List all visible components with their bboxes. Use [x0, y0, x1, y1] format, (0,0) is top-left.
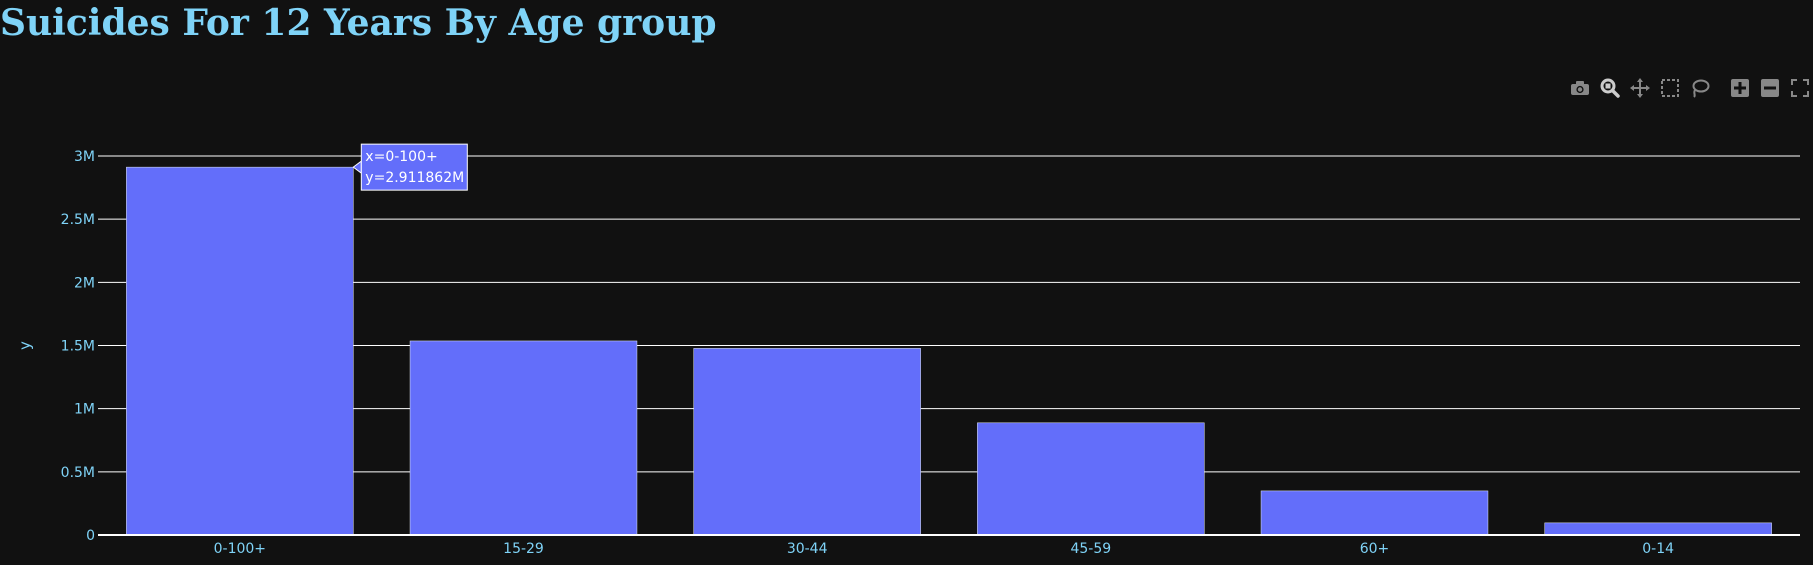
bar-0-100+[interactable]: [126, 166, 354, 536]
pan-icon[interactable]: [1625, 75, 1655, 101]
autoscale-icon[interactable]: [1785, 75, 1813, 101]
bar-15-29[interactable]: [409, 340, 638, 536]
bar-60+[interactable]: [1260, 490, 1489, 536]
y-tick-label: 3M: [74, 149, 95, 165]
tooltip-line: x=0-100+: [365, 149, 437, 165]
bar-0-14[interactable]: [1544, 522, 1772, 536]
modebar: [1565, 75, 1813, 101]
x-tick-label: 0-100+: [214, 541, 266, 557]
x-tick-label: 15-29: [503, 541, 544, 557]
x-tick-label: 0-14: [1642, 541, 1674, 557]
x-tick-label: 60+: [1360, 541, 1390, 557]
y-tick-label: 2.5M: [61, 212, 95, 228]
lasso-select-icon[interactable]: [1685, 75, 1715, 101]
x-tick-label: 30-44: [787, 541, 828, 557]
y-tick-label: 1M: [74, 402, 95, 418]
tooltip-box: [360, 143, 468, 191]
bars: [126, 166, 1772, 536]
axes: 0 0.5M 1M 1.5M 2M 2.5M 3M 0-100+ 15-29 30-44 45-59…: [16, 149, 1800, 557]
box-select-icon[interactable]: [1655, 75, 1685, 101]
y-tick-label: 0.5M: [61, 465, 95, 481]
x-tick-label: 45-59: [1070, 541, 1111, 557]
camera-icon[interactable]: [1565, 75, 1595, 101]
bar-45-59[interactable]: [977, 422, 1205, 536]
chart-title: Suicides For 12 Years By Age group: [0, 2, 717, 44]
y-tick-label: 1.5M: [61, 339, 95, 355]
tooltip-pointer: [352, 160, 362, 175]
y-tick-label: 0: [86, 528, 95, 544]
gridlines: [98, 155, 1800, 473]
zoom-icon[interactable]: [1595, 75, 1625, 101]
zoom-in-icon[interactable]: [1725, 75, 1755, 101]
tooltip-line: y=2.911862M: [365, 170, 464, 186]
bar-30-44[interactable]: [693, 348, 921, 536]
y-tick-label: 2M: [74, 275, 95, 291]
zoom-out-icon[interactable]: [1755, 75, 1785, 101]
y-axis-title: y: [16, 341, 34, 350]
hover-tooltip: x=0-100+ y=2.911862M: [352, 143, 468, 191]
